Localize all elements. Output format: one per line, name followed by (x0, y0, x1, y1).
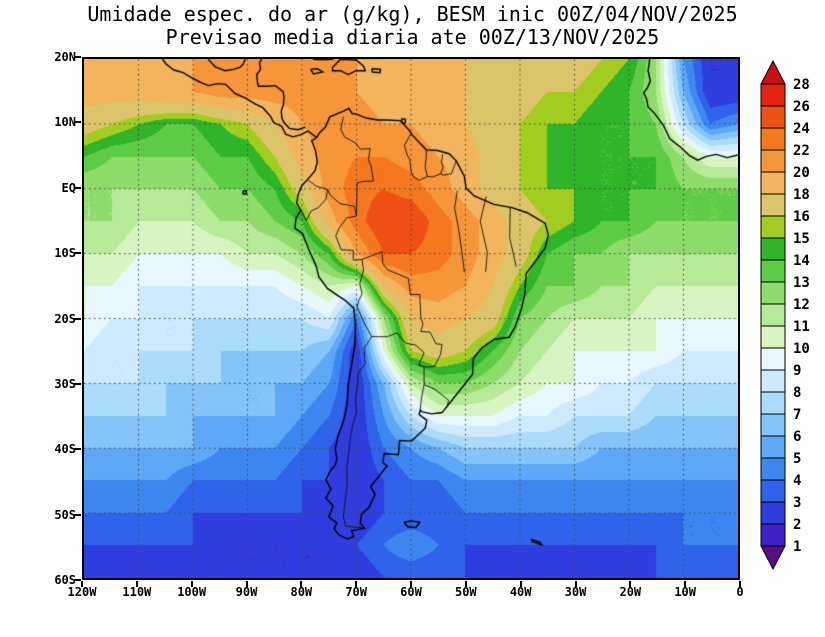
axis-tick (739, 581, 741, 587)
colorbar-label: 20 (793, 165, 810, 181)
axis-tick (245, 581, 248, 587)
colorbar-label: 13 (793, 275, 810, 291)
y-axis-label: 30S (54, 376, 76, 391)
axis-tick (74, 317, 81, 320)
colorbar-under-arrow (760, 545, 786, 571)
colorbar-label: 26 (793, 99, 810, 115)
y-axis-label: 20S (54, 311, 76, 326)
x-axis-label: 110W (122, 585, 152, 599)
colorbar-box (760, 259, 786, 283)
colorbar-label: 18 (793, 187, 810, 203)
colorbar-box (760, 127, 786, 151)
colorbar-box (760, 149, 786, 173)
x-axis-label: 60W (400, 585, 422, 599)
colorbar-box (760, 369, 786, 393)
x-axis-label: 10W (674, 585, 696, 599)
axis-tick (74, 121, 81, 124)
colorbar-box (760, 347, 786, 371)
colorbar-label: 6 (793, 429, 801, 445)
colorbar-label: 4 (793, 473, 801, 489)
colorbar-label: 24 (793, 121, 810, 137)
colorbar-box (760, 523, 786, 547)
axis-tick (74, 579, 81, 581)
axis-tick (74, 382, 81, 385)
x-axis-label: 0 (736, 585, 744, 599)
colorbar-box (760, 457, 786, 481)
colorbar-label: 9 (793, 363, 801, 379)
colorbar-box (760, 171, 786, 195)
colorbar-box (760, 479, 786, 503)
y-axis-label: EQ (61, 180, 76, 195)
axis-tick (355, 581, 358, 587)
x-axis-label: 50W (454, 585, 477, 599)
x-axis-label: 70W (345, 585, 367, 599)
colorbar-label: 15 (793, 231, 810, 247)
axis-tick (81, 581, 83, 587)
colorbar-box (760, 237, 786, 261)
colorbar-label: 28 (793, 77, 810, 93)
x-axis-label: 40W (509, 585, 532, 599)
colorbar-over-arrow (760, 59, 786, 85)
colorbar-box (760, 193, 786, 217)
colorbar-label: 14 (793, 253, 810, 269)
colorbar: 28 26 24 22 20 18 16 15 14 13 12 11 10 9 8 7 6 5 4 3 2 1 (760, 59, 824, 574)
colorbar-label: 16 (793, 209, 810, 225)
axis-tick (135, 581, 138, 587)
y-axis-label: 10S (54, 246, 76, 261)
axis-tick (300, 581, 303, 587)
colorbar-box (760, 281, 786, 305)
colorbar-label: 2 (793, 517, 801, 533)
chart-title: Umidade espec. do ar (g/kg), BESM inic 0… (87, 2, 738, 26)
axis-tick (464, 581, 467, 587)
x-axis-label: 30W (564, 585, 587, 599)
axis-tick (574, 581, 577, 587)
axis-tick (74, 252, 81, 255)
colorbar-label: 5 (793, 451, 801, 467)
colorbar-box (760, 83, 786, 107)
colorbar-box (760, 391, 786, 415)
y-axis-label: 10N (54, 115, 76, 130)
colorbar-label: 8 (793, 385, 801, 401)
colorbar-box (760, 435, 786, 459)
colorbar-label: 12 (793, 297, 810, 313)
x-axis-label: 20W (619, 585, 642, 599)
axis-tick (74, 56, 81, 58)
colorbar-label: 22 (793, 143, 810, 159)
colorbar-box (760, 325, 786, 349)
colorbar-box (760, 215, 786, 239)
colorbar-box (760, 413, 786, 437)
y-axis-label: 40S (54, 442, 76, 457)
colorbar-svg: 28 26 24 22 20 18 16 15 14 13 12 11 10 9 8 7 6 5 4 3 2 1 (760, 59, 810, 571)
map-frame (82, 57, 740, 580)
x-axis-label: 90W (235, 585, 258, 599)
colorbar-label: 7 (793, 407, 801, 423)
axis-tick (190, 581, 193, 587)
axis-tick (74, 448, 81, 451)
colorbar-label: 10 (793, 341, 810, 357)
x-axis-label: 80W (290, 585, 313, 599)
colorbar-box (760, 303, 786, 327)
y-axis-label: 60S (54, 573, 76, 587)
humidity-field-canvas (84, 59, 738, 578)
x-axis-label: 120W (67, 585, 97, 599)
x-axis-label: 100W (177, 585, 207, 599)
colorbar-box (760, 105, 786, 129)
colorbar-label: 3 (793, 495, 801, 511)
axis-tick (519, 581, 522, 587)
colorbar-label: 1 (793, 539, 801, 555)
y-axis-label: 20N (54, 50, 76, 64)
axis-tick (74, 513, 81, 516)
axis-tick (684, 581, 687, 587)
colorbar-label: 11 (793, 319, 810, 335)
y-axis-label: 50S (54, 507, 76, 522)
axis-tick (410, 581, 412, 587)
axis-tick (74, 186, 81, 189)
chart-subtitle: Previsao media diaria ate 00Z/13/NOV/202… (165, 25, 660, 49)
axis-tick (629, 581, 632, 587)
colorbar-box (760, 501, 786, 525)
